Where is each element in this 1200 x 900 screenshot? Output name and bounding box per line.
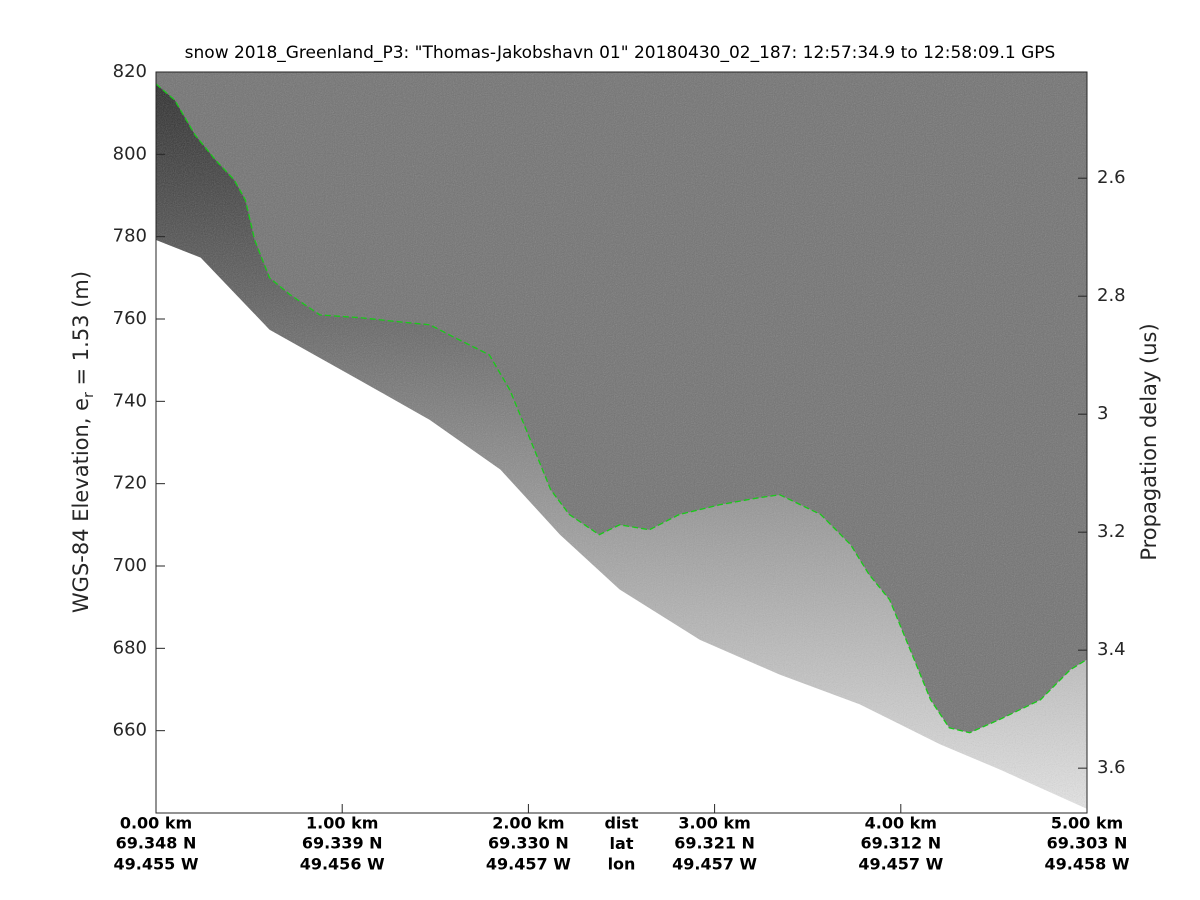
y-tick-label: 680 bbox=[113, 637, 147, 658]
lon-label: 49.457 W bbox=[672, 855, 757, 874]
row-name: dist bbox=[604, 814, 638, 833]
lon-label: 49.457 W bbox=[858, 855, 943, 874]
x-tick-label: 3.00 km bbox=[678, 814, 750, 833]
row-name: lat bbox=[610, 834, 634, 853]
axes: 660 680 700 720 740 760 780 800 820 2.6 2.8 3 3.2 3.4… bbox=[113, 61, 1130, 874]
x-tick-label: 2.00 km bbox=[492, 814, 564, 833]
x-tick-label: 0.00 km bbox=[120, 814, 192, 833]
y2-tick-label: 3.6 bbox=[1097, 757, 1126, 778]
y-label-main: WGS-84 Elevation, e bbox=[69, 398, 93, 613]
lat-label: 69.321 N bbox=[674, 834, 755, 853]
plot-area bbox=[156, 72, 1087, 813]
y2-axis-label: Propagation delay (us) bbox=[1137, 323, 1161, 560]
y2-tick-label: 3 bbox=[1097, 403, 1108, 424]
lon-label: 49.458 W bbox=[1045, 855, 1130, 874]
lon-label: 49.455 W bbox=[114, 855, 199, 874]
lat-label: 69.339 N bbox=[302, 834, 383, 853]
y-tick-label: 700 bbox=[113, 555, 147, 576]
y-tick-label: 720 bbox=[113, 473, 147, 494]
x-tick-label: 1.00 km bbox=[306, 814, 378, 833]
y-tick-label: 660 bbox=[113, 720, 147, 741]
lon-label: 49.456 W bbox=[300, 855, 385, 874]
y2-tick-label: 2.6 bbox=[1097, 167, 1126, 188]
surface-line bbox=[156, 83, 1087, 734]
y-tick-label: 740 bbox=[113, 390, 147, 411]
chart-title: snow 2018_Greenland_P3: "Thomas-Jakobsha… bbox=[185, 43, 1056, 63]
lat-label: 69.348 N bbox=[116, 834, 197, 853]
y-tick-label: 800 bbox=[113, 143, 147, 164]
no-data-region bbox=[156, 239, 1087, 813]
row-name: lon bbox=[608, 855, 636, 874]
y-label-rest: = 1.53 (m) bbox=[69, 271, 93, 392]
y-label-sub: r bbox=[81, 392, 97, 398]
y2-tick-label: 3.4 bbox=[1097, 639, 1126, 660]
lat-label: 69.303 N bbox=[1047, 834, 1128, 853]
y2-tick-label: 3.2 bbox=[1097, 521, 1126, 542]
y-tick-label: 780 bbox=[113, 226, 147, 247]
axes-box bbox=[155, 71, 1088, 814]
y-tick-label: 820 bbox=[113, 61, 147, 82]
lon-label: 49.457 W bbox=[486, 855, 571, 874]
lat-label: 69.312 N bbox=[860, 834, 941, 853]
x-tick-label: 4.00 km bbox=[865, 814, 937, 833]
y2-tick-label: 2.8 bbox=[1097, 285, 1126, 306]
lat-label: 69.330 N bbox=[488, 834, 569, 853]
y-axis-label: WGS-84 Elevation, er = 1.53 (m) bbox=[69, 271, 97, 613]
y-tick-label: 760 bbox=[113, 308, 147, 329]
x-tick-label: 5.00 km bbox=[1051, 814, 1123, 833]
